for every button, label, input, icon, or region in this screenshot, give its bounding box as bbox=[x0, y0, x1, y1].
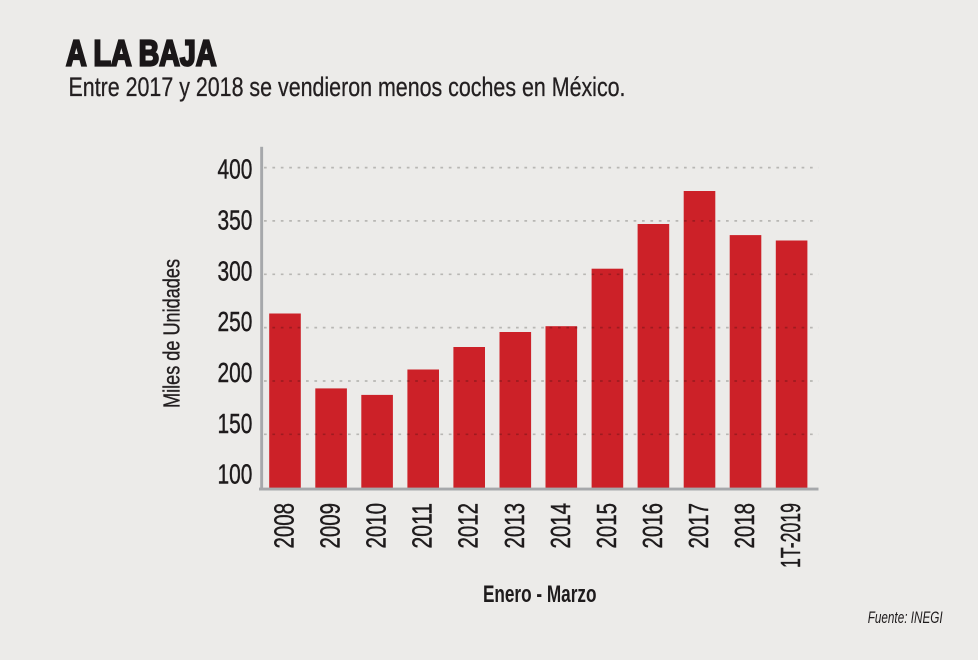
svg-text:2009: 2009 bbox=[315, 503, 346, 549]
svg-text:A LA BAJA: A LA BAJA bbox=[66, 33, 217, 74]
svg-text:2013: 2013 bbox=[499, 503, 530, 549]
svg-text:Entre 2017 y 2018 se vendieron: Entre 2017 y 2018 se vendieron menos coc… bbox=[69, 72, 626, 102]
svg-text:300: 300 bbox=[218, 255, 253, 286]
svg-text:2015: 2015 bbox=[591, 503, 622, 549]
svg-text:Miles de Unidades: Miles de Unidades bbox=[159, 259, 185, 408]
svg-text:Fuente: INEGI: Fuente: INEGI bbox=[868, 608, 943, 627]
svg-text:2016: 2016 bbox=[637, 503, 668, 549]
svg-text:2010: 2010 bbox=[361, 503, 392, 549]
svg-text:2018: 2018 bbox=[729, 503, 760, 549]
svg-text:2008: 2008 bbox=[269, 503, 300, 549]
svg-text:2017: 2017 bbox=[683, 503, 714, 549]
svg-text:Enero - Marzo: Enero - Marzo bbox=[483, 581, 597, 608]
svg-text:2012: 2012 bbox=[453, 503, 484, 549]
svg-text:100: 100 bbox=[218, 459, 253, 490]
svg-text:350: 350 bbox=[218, 204, 253, 235]
svg-text:1T-2019: 1T-2019 bbox=[775, 503, 806, 568]
svg-text:2014: 2014 bbox=[545, 503, 576, 549]
svg-text:400: 400 bbox=[218, 154, 253, 185]
svg-text:250: 250 bbox=[218, 306, 253, 337]
svg-text:2011: 2011 bbox=[407, 503, 438, 549]
svg-text:150: 150 bbox=[218, 408, 253, 439]
svg-text:200: 200 bbox=[218, 357, 253, 388]
